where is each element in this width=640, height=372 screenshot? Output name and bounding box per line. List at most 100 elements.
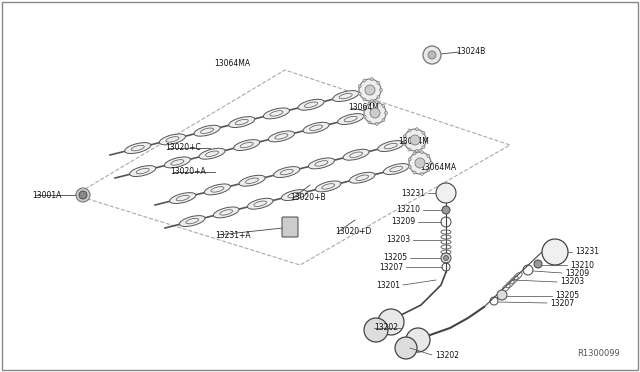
Ellipse shape [239,175,265,186]
Text: 13020+A: 13020+A [170,167,205,176]
Text: 13207: 13207 [379,263,403,272]
Ellipse shape [316,181,341,192]
Circle shape [408,148,411,151]
Ellipse shape [268,131,294,142]
Circle shape [359,79,381,101]
Circle shape [382,119,385,122]
Circle shape [497,290,507,300]
Circle shape [368,102,371,105]
Text: R1300099: R1300099 [577,349,620,358]
Text: 13207: 13207 [550,298,574,308]
Text: 13001A: 13001A [32,190,61,199]
Ellipse shape [125,142,151,154]
Text: 13231: 13231 [401,189,425,198]
Ellipse shape [338,113,364,125]
Circle shape [408,129,411,132]
Circle shape [403,135,406,138]
Circle shape [363,115,366,118]
Circle shape [371,78,373,81]
Circle shape [365,85,375,95]
Ellipse shape [164,157,191,168]
Ellipse shape [333,91,359,102]
Circle shape [413,152,416,155]
Circle shape [358,92,361,95]
Circle shape [364,318,388,342]
Circle shape [441,253,451,263]
Ellipse shape [199,148,225,159]
Ellipse shape [248,198,273,209]
Ellipse shape [282,190,307,201]
Circle shape [423,46,441,64]
Circle shape [403,142,406,145]
Text: 13205: 13205 [555,292,579,301]
Circle shape [427,169,430,171]
Ellipse shape [349,172,375,183]
Circle shape [364,102,386,124]
Circle shape [377,81,380,84]
Text: 13231+A: 13231+A [215,231,251,240]
Text: 13064MA: 13064MA [420,164,456,173]
Text: 13064MA: 13064MA [214,58,250,67]
Text: 13209: 13209 [565,269,589,278]
Circle shape [429,161,433,164]
Text: 13202: 13202 [374,324,398,333]
Circle shape [382,105,385,108]
Ellipse shape [204,184,230,195]
Text: 13020+D: 13020+D [335,228,371,237]
Text: 13231: 13231 [575,247,599,257]
Circle shape [363,79,366,82]
Text: 13202: 13202 [435,350,459,359]
Text: 13201: 13201 [376,280,400,289]
Circle shape [442,206,450,214]
Text: 13209: 13209 [391,218,415,227]
Circle shape [534,260,542,268]
Ellipse shape [213,207,239,218]
Circle shape [420,151,424,154]
Text: 13024B: 13024B [456,48,485,57]
Circle shape [420,172,424,175]
Ellipse shape [159,134,186,145]
Circle shape [385,112,387,115]
Circle shape [408,165,411,168]
Circle shape [422,131,425,134]
Circle shape [363,98,366,101]
Circle shape [363,108,366,111]
Text: 13205: 13205 [383,253,407,263]
Circle shape [380,89,383,92]
Circle shape [358,85,361,88]
Circle shape [436,183,456,203]
Ellipse shape [179,216,205,227]
Circle shape [409,152,431,174]
Ellipse shape [378,141,404,151]
Circle shape [424,138,428,141]
Circle shape [406,328,430,352]
FancyBboxPatch shape [282,217,298,237]
Circle shape [415,128,419,131]
Ellipse shape [263,108,289,119]
Circle shape [542,239,568,265]
Circle shape [413,171,416,174]
Ellipse shape [303,122,329,133]
Circle shape [408,158,411,161]
Text: 13203: 13203 [560,278,584,286]
Ellipse shape [228,117,255,128]
Circle shape [378,309,404,335]
Circle shape [377,96,380,99]
Circle shape [444,256,449,260]
Ellipse shape [343,149,369,160]
Circle shape [415,158,425,168]
Text: 13210: 13210 [570,260,594,269]
Ellipse shape [234,140,260,151]
Circle shape [427,154,430,157]
Ellipse shape [298,99,324,110]
Circle shape [376,101,378,104]
Ellipse shape [130,166,156,176]
Circle shape [368,121,371,124]
Circle shape [371,99,373,102]
Ellipse shape [383,164,409,174]
Circle shape [404,129,426,151]
Text: 13020+B: 13020+B [290,193,326,202]
Circle shape [79,191,87,199]
Text: 13064M: 13064M [398,138,429,147]
Circle shape [410,135,420,145]
